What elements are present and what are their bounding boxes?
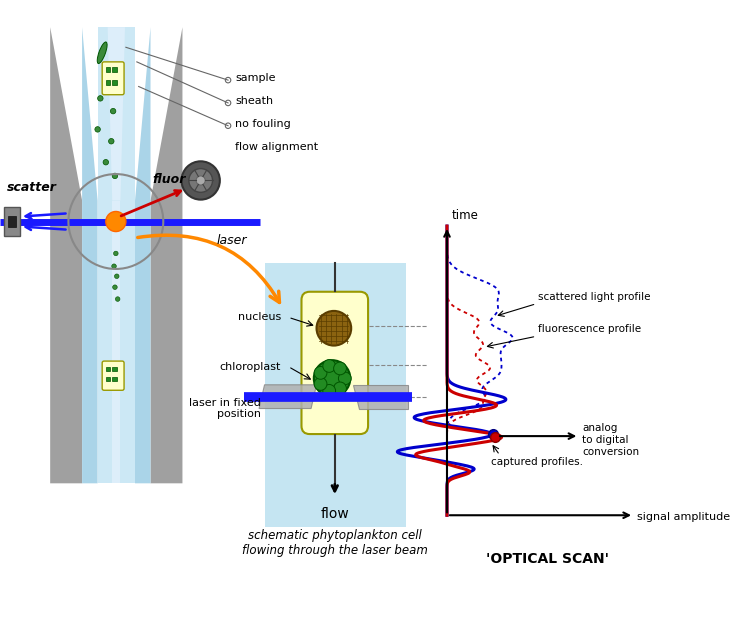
Polygon shape <box>135 27 150 484</box>
Polygon shape <box>82 27 97 484</box>
Polygon shape <box>112 200 120 484</box>
Text: scatter: scatter <box>7 181 57 194</box>
Bar <box>112 80 117 85</box>
Text: nucleus: nucleus <box>237 312 281 322</box>
Circle shape <box>114 251 118 255</box>
Bar <box>106 80 111 85</box>
Ellipse shape <box>97 42 107 63</box>
Text: sample: sample <box>235 73 276 83</box>
Text: 'OPTICAL SCAN': 'OPTICAL SCAN' <box>486 552 609 565</box>
Bar <box>8 216 15 227</box>
Circle shape <box>111 264 117 268</box>
Text: time: time <box>452 210 479 223</box>
Text: captured profiles.: captured profiles. <box>491 457 583 467</box>
Circle shape <box>115 297 120 301</box>
Text: flow alignment: flow alignment <box>235 142 318 152</box>
Text: schematic phytoplankton cell
flowing through the laser beam: schematic phytoplankton cell flowing thr… <box>242 529 428 557</box>
Circle shape <box>196 176 205 185</box>
Circle shape <box>111 108 116 114</box>
FancyBboxPatch shape <box>102 361 124 390</box>
Polygon shape <box>50 27 82 484</box>
Polygon shape <box>97 200 135 484</box>
Text: sheath: sheath <box>235 96 273 106</box>
Circle shape <box>323 384 336 397</box>
Circle shape <box>339 372 351 385</box>
Circle shape <box>97 95 103 101</box>
Circle shape <box>182 161 220 200</box>
Circle shape <box>317 311 351 345</box>
Text: scattered light profile: scattered light profile <box>538 292 651 302</box>
Circle shape <box>114 274 119 278</box>
Text: fluorescence profile: fluorescence profile <box>538 324 641 334</box>
Circle shape <box>113 285 117 290</box>
Circle shape <box>189 169 213 192</box>
Text: fluor: fluor <box>152 173 185 186</box>
Bar <box>4 207 20 236</box>
Circle shape <box>334 362 347 375</box>
Ellipse shape <box>109 66 117 84</box>
Bar <box>112 68 117 72</box>
Circle shape <box>334 382 347 395</box>
Circle shape <box>323 360 336 373</box>
Circle shape <box>106 211 126 231</box>
FancyBboxPatch shape <box>102 62 124 95</box>
Bar <box>112 366 117 371</box>
Bar <box>106 376 111 381</box>
Polygon shape <box>97 27 135 200</box>
Text: flow: flow <box>320 507 349 521</box>
Polygon shape <box>259 385 317 409</box>
FancyArrowPatch shape <box>138 235 279 303</box>
Text: laser in fixed
position: laser in fixed position <box>189 397 261 419</box>
Circle shape <box>314 360 350 397</box>
Bar <box>106 366 111 371</box>
Text: chloroplast: chloroplast <box>220 361 281 371</box>
Circle shape <box>112 173 118 179</box>
Text: laser: laser <box>216 234 247 247</box>
Polygon shape <box>150 27 183 484</box>
Circle shape <box>314 366 327 379</box>
Circle shape <box>314 378 327 391</box>
Text: analog
to digital
conversion: analog to digital conversion <box>582 423 639 456</box>
Text: no fouling: no fouling <box>235 119 291 129</box>
Circle shape <box>95 126 100 132</box>
Bar <box>106 68 111 72</box>
Circle shape <box>103 159 108 165</box>
Polygon shape <box>353 385 408 409</box>
Bar <box>265 262 406 527</box>
Bar <box>112 376 117 381</box>
Polygon shape <box>108 27 125 200</box>
FancyBboxPatch shape <box>301 292 368 434</box>
Text: signal amplitude: signal amplitude <box>637 512 730 522</box>
Circle shape <box>108 138 114 144</box>
